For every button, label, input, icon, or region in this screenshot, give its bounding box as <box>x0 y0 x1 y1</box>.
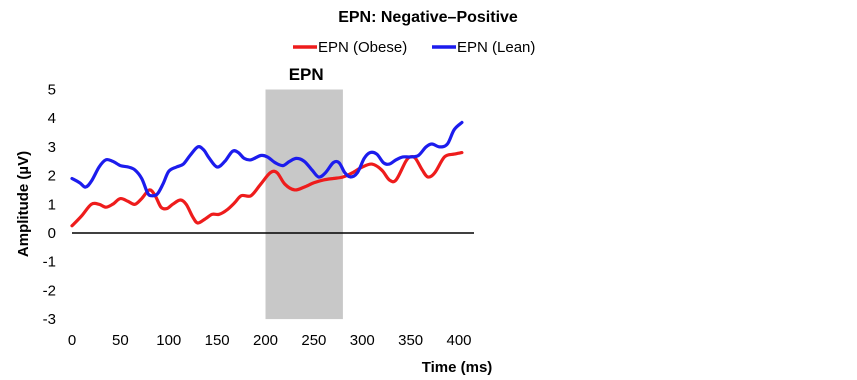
y-tick-label: 2 <box>48 168 56 185</box>
x-tick-label: 0 <box>68 332 76 349</box>
legend-label-obese: EPN (Obese) <box>318 39 407 56</box>
x-tick-label: 250 <box>301 332 326 349</box>
y-tick-label: -1 <box>43 254 56 271</box>
legend: EPN (Obese) EPN (Lean) <box>293 39 535 56</box>
series-line-obese <box>70 151 464 228</box>
y-tick-label: 1 <box>48 196 56 213</box>
y-tick-label: 0 <box>48 225 56 242</box>
y-tick-label: 5 <box>48 82 56 99</box>
epn-shaded-window <box>265 89 343 320</box>
chart-title: EPN: Negative–Positive <box>338 9 518 26</box>
y-axis-label: Amplitude (µV) <box>15 151 32 257</box>
x-tick-label: 400 <box>446 332 471 349</box>
x-tick-label: 200 <box>253 332 278 349</box>
x-tick-label: 350 <box>398 332 423 349</box>
series-line-lean <box>70 120 464 198</box>
x-tick-label: 50 <box>112 332 129 349</box>
x-tick-label: 150 <box>205 332 230 349</box>
y-axis-ticks: 5 4 3 2 1 0 -1 -2 -3 <box>43 82 56 329</box>
shaded-region-layer: EPN <box>265 65 343 320</box>
x-axis-label: Time (ms) <box>422 359 493 376</box>
legend-label-lean: EPN (Lean) <box>457 39 535 56</box>
y-tick-label: 3 <box>48 139 56 156</box>
y-tick-label: -3 <box>43 311 56 328</box>
x-axis-ticks: 0 50 100 150 200 250 300 350 400 <box>68 332 472 349</box>
shaded-region-label: EPN <box>289 65 324 84</box>
y-tick-label: 4 <box>48 110 56 127</box>
series-layer <box>70 120 464 228</box>
x-tick-label: 300 <box>350 332 375 349</box>
x-tick-label: 100 <box>156 332 181 349</box>
y-tick-label: -2 <box>43 282 56 299</box>
